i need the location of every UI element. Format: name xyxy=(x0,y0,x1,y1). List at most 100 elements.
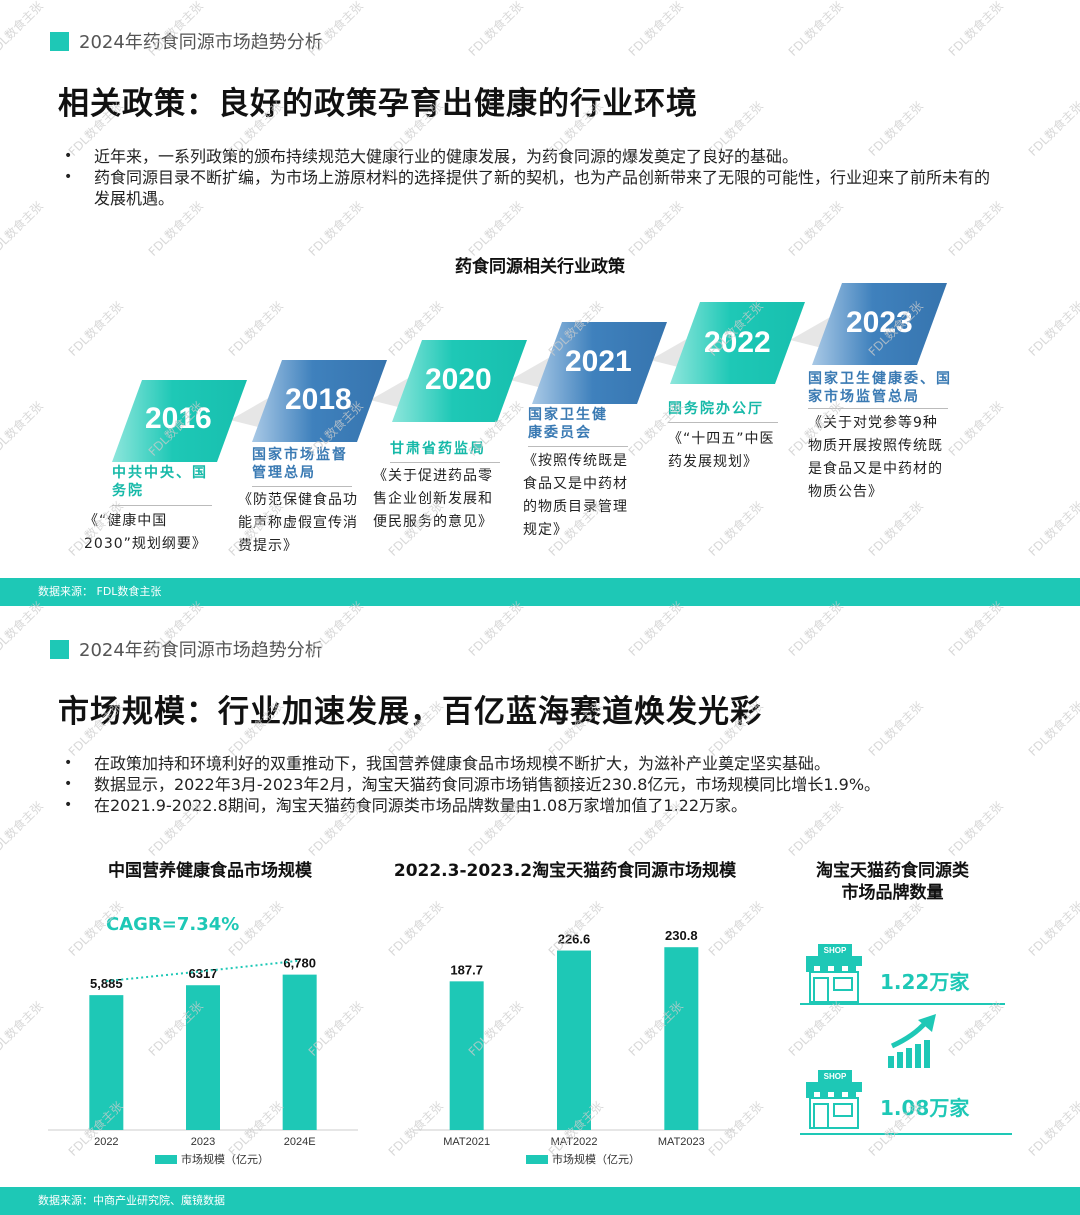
slide-tag: 2024年药食同源市场趋势分析 xyxy=(50,28,323,54)
step-org: 国务院办公厅 xyxy=(668,401,764,417)
category-label: 2022 xyxy=(94,1136,118,1148)
chart-title: 2022.3-2023.2淘宝天猫药食同源市场规模 xyxy=(393,861,737,881)
step-doc: 《按照传统既是食品又是中药材的物质目录管理规定》 xyxy=(523,453,628,538)
bullet-item: 在2021.9-2022.8期间，淘宝天猫药食同源类市场品牌数量由1.08万家增… xyxy=(62,795,992,816)
bar xyxy=(186,985,220,1130)
watermark-text: FDL数食主张 xyxy=(465,598,526,659)
bullet-item: 近年来，一系列政策的颁布持续规范大健康行业的健康发展，为药食同源的爆发奠定了良好… xyxy=(62,146,992,167)
bar xyxy=(449,981,484,1130)
tag-square-icon xyxy=(50,31,69,51)
data-label: 6,780 xyxy=(283,956,316,971)
taobao-market-chart: 187.7 MAT2021 226.6 MAT2022 230.8 MAT2023 市场规模… xyxy=(413,928,735,1166)
watermark-text: FDL数食主张 xyxy=(0,798,46,859)
watermark-text: FDL数食主张 xyxy=(1025,698,1080,759)
bullet-list: 在政策加持和环境利好的双重推动下，我国营养健康食品市场规模不断扩大，为滋补产业奠… xyxy=(62,753,992,816)
category-label: MAT2022 xyxy=(551,1136,598,1148)
health-food-market-chart: 5,885 2022 6317 2023 6,780 2024E 市场规模（亿元） xyxy=(48,956,358,1166)
slide-tag: 2024年药食同源市场趋势分析 xyxy=(50,636,323,662)
step-2020-shape xyxy=(392,340,527,422)
data-label: 230.8 xyxy=(665,928,698,943)
step-year: 2021 xyxy=(565,345,632,378)
slide-title: 相关政策：良好的政策孕育出健康的行业环境 xyxy=(58,86,698,122)
watermark-text: FDL数食主张 xyxy=(0,398,46,459)
watermark-text: FDL数食主张 xyxy=(785,0,846,59)
step-year: 2022 xyxy=(704,326,771,359)
org-divider xyxy=(112,505,212,506)
tag-square-icon xyxy=(50,639,69,659)
timeline-title: 药食同源相关行业政策 xyxy=(455,257,625,277)
category-label: MAT2021 xyxy=(443,1136,490,1148)
shop-icon: SHOP xyxy=(800,1070,1012,1135)
bar xyxy=(557,950,591,1130)
data-label: 6317 xyxy=(189,966,218,981)
step-year: 2016 xyxy=(145,402,212,435)
step-2022-shape xyxy=(670,302,805,384)
bullet-item: 在政策加持和环境利好的双重推动下，我国营养健康食品市场规模不断扩大，为滋补产业奠… xyxy=(62,753,992,774)
watermark-text: FDL数食主张 xyxy=(625,598,686,659)
step-org: 国家卫生健康委员会 xyxy=(528,407,608,441)
step-doc: 《防范保健食品功能声称虚假宣传消费提示》 xyxy=(238,492,358,554)
watermark-text: FDL数食主张 xyxy=(625,0,686,59)
org-divider xyxy=(390,462,500,463)
watermark-text: FDL数食主张 xyxy=(1025,498,1080,559)
watermark-text: FDL数食主张 xyxy=(0,598,46,659)
shop-label: SHOP xyxy=(824,946,847,955)
growth-arrow-icon xyxy=(888,1014,936,1068)
step-org: 甘肃省药监局 xyxy=(390,441,486,457)
cagr-annotation: CAGR=7.34% xyxy=(106,914,240,935)
watermark-text: FDL数食主张 xyxy=(0,198,46,259)
step-doc: 《“健康中国2030”规划纲要》 xyxy=(84,513,207,552)
slide-tag-text: 2024年药食同源市场趋势分析 xyxy=(79,32,323,53)
step-org: 国家市场监督管理总局 xyxy=(252,447,348,481)
org-divider xyxy=(528,446,628,447)
step-2021-shape xyxy=(532,322,667,404)
data-label: 226.6 xyxy=(558,932,591,947)
slide-title: 市场规模：行业加速发展，百亿蓝海赛道焕发光彩 xyxy=(58,694,762,730)
legend-swatch xyxy=(526,1155,548,1164)
bar xyxy=(664,947,699,1130)
step-doc: 《“十四五”中医药发展规划》 xyxy=(668,431,775,470)
step-year: 2018 xyxy=(285,383,352,416)
brand-count-2021: 1.08万家 xyxy=(880,1096,970,1120)
category-label: 2023 xyxy=(191,1136,215,1148)
watermark-text: FDL数食主张 xyxy=(705,498,766,559)
slide-tag-text: 2024年药食同源市场趋势分析 xyxy=(79,640,323,661)
watermark-text: FDL数食主张 xyxy=(465,0,526,59)
brand-title-line: 市场品牌数量 xyxy=(841,883,944,903)
legend-swatch xyxy=(155,1155,177,1164)
bar xyxy=(282,974,317,1130)
step-year: 2023 xyxy=(846,306,913,339)
step-org: 国家卫生健康委、国家市场监管总局 xyxy=(808,371,952,405)
bullet-list: 近年来，一系列政策的颁布持续规范大健康行业的健康发展，为药食同源的爆发奠定了良好… xyxy=(62,146,992,209)
brand-count-2022: 1.22万家 xyxy=(880,970,970,994)
watermark-text: FDL数食主张 xyxy=(945,598,1006,659)
shop-label: SHOP xyxy=(824,1072,847,1081)
watermark-text: FDL数食主张 xyxy=(0,998,46,1059)
step-doc: 《关于对党参等9种物质开展按照传统既是食品又是中药材的物质公告》 xyxy=(808,415,943,500)
chart-title: 中国营养健康食品市场规模 xyxy=(108,861,312,881)
watermark-text: FDL数食主张 xyxy=(785,598,846,659)
brand-count-title: 淘宝天猫药食同源类 市场品牌数量 xyxy=(790,860,995,904)
watermark-text: FDL数食主张 xyxy=(1025,1098,1080,1159)
step-org: 中共中央、国务院 xyxy=(112,465,208,499)
brand-title-line: 淘宝天猫药食同源类 xyxy=(816,861,969,881)
watermark-text: FDL数食主张 xyxy=(865,698,926,759)
bullet-item: 数据显示，2022年3月-2023年2月，淘宝天猫药食同源市场销售额接近230.… xyxy=(62,774,992,795)
category-label: MAT2023 xyxy=(658,1136,705,1148)
bar xyxy=(89,995,124,1130)
watermark-text: FDL数食主张 xyxy=(0,0,46,59)
shop-icon: SHOP xyxy=(800,944,1005,1005)
watermark-text: FDL数食主张 xyxy=(945,0,1006,59)
slide-footer: 数据来源： FDL数食主张 xyxy=(0,578,1080,606)
watermark-text: FDL数食主张 xyxy=(1025,298,1080,359)
step-doc: 《关于促进药品零售企业创新发展和便民服务的意见》 xyxy=(373,468,493,530)
watermark-text: FDL数食主张 xyxy=(1025,898,1080,959)
data-label: 5,885 xyxy=(90,976,123,991)
org-divider xyxy=(668,422,778,423)
data-label: 187.7 xyxy=(450,962,483,977)
slide-footer: 数据来源：中商产业研究院、魔镜数据 xyxy=(0,1187,1080,1215)
step-2018-shape xyxy=(252,360,387,442)
step-2023-shape xyxy=(812,283,947,365)
watermark-text: FDL数食主张 xyxy=(1025,98,1080,159)
watermark-text: FDL数食主张 xyxy=(865,498,926,559)
